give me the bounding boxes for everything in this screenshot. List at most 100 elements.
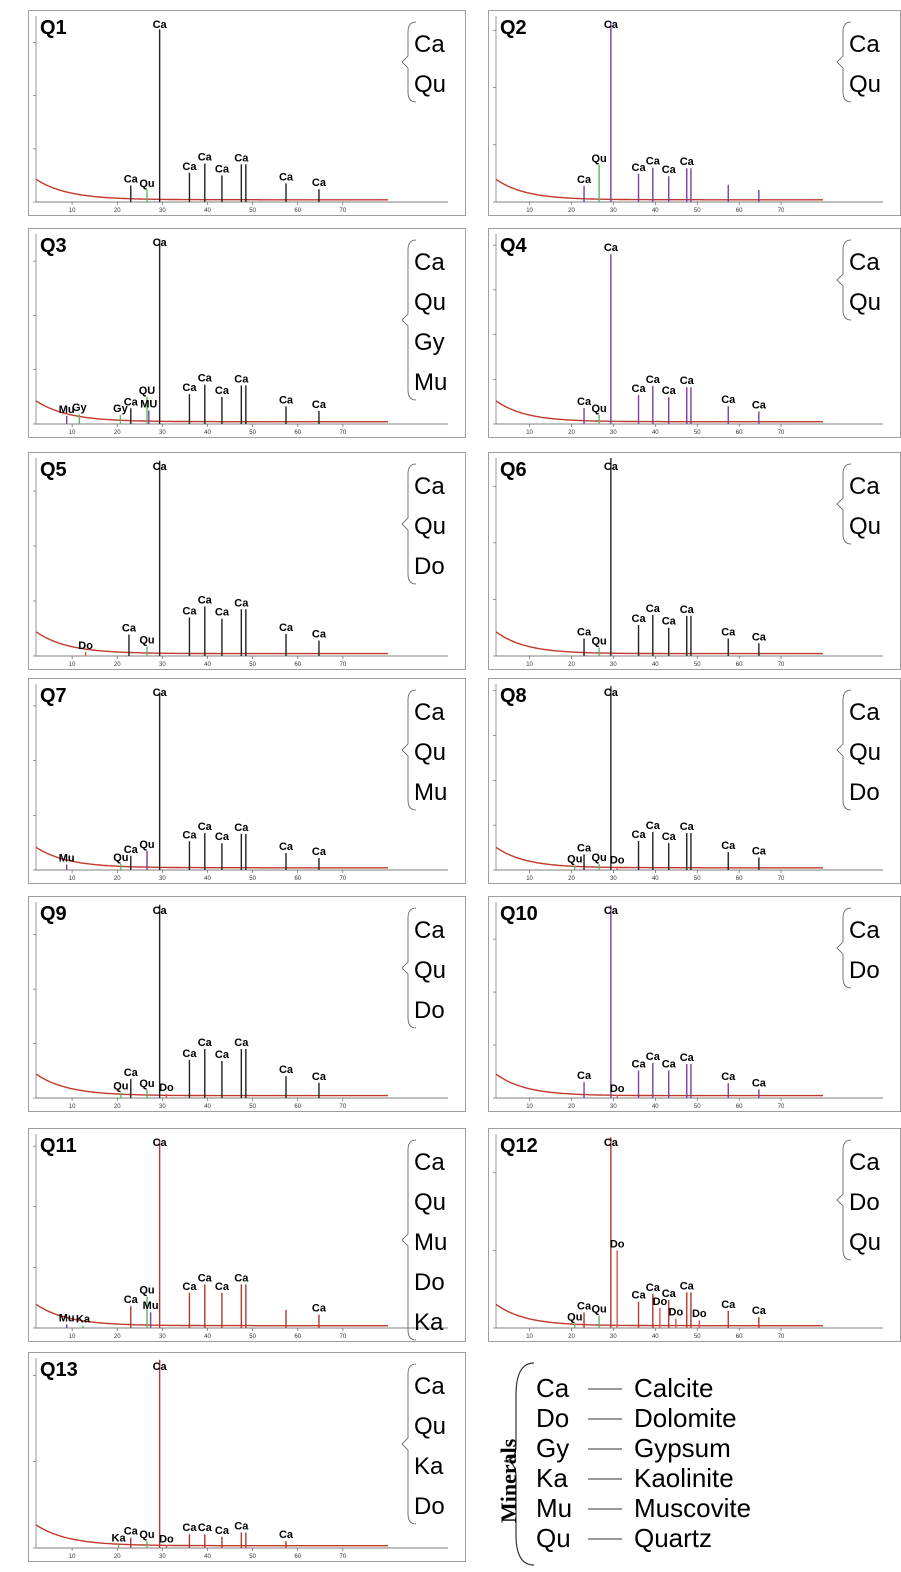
peak-label: Ca [680,156,695,168]
x-tick-label: 50 [249,1334,256,1340]
peak-label: Ca [577,396,592,408]
peak-label: Qu [591,1304,606,1316]
mineral-code: Gy [414,329,445,356]
panel-frame [488,678,901,884]
x-tick-label: 40 [652,208,659,214]
mineral-code: Do [414,1493,445,1520]
background-curve [495,846,823,869]
background-curve [35,846,388,869]
peak-label: Ca [215,1525,230,1537]
panel-title: Q6 [500,459,527,481]
mineral-code: Ca [414,1149,445,1176]
minerals-brace [836,1139,852,1261]
mineral-code: Ca [849,473,880,500]
x-tick-label: 70 [778,1104,785,1110]
peak-label: Qu [139,839,154,851]
minerals-brace [401,1139,417,1341]
x-tick-label: 50 [249,208,256,214]
x-tick-label: 40 [204,208,211,214]
peak-label: Ca [153,461,168,473]
peak-label: Ca [312,177,327,189]
mineral-code: Ka [414,1309,444,1336]
peak-label: Ca [312,846,327,858]
panel-title: Q7 [40,685,67,707]
panel-frame [28,896,466,1112]
peak-label: Do [692,1308,707,1320]
peak-label: Ca [577,1300,592,1312]
peak-label: Ca [604,461,619,473]
x-tick-label: 70 [778,876,785,882]
peak-label: Ca [182,829,197,841]
peak-label: Qu [591,153,606,165]
xrd-panel-q11: 10 20 30 40 50 60 70 Ca Mu Ka Ca Qu Mu Ca Ca Ca Ca Ca Q11 C… [28,1128,466,1342]
peak-label: Qu [139,1284,154,1296]
peak-label: Ca [279,841,294,853]
x-tick-label: 10 [69,430,76,436]
panel-title: Q13 [40,1359,78,1381]
legend-row-kaolinite: Ka Kaolinite [536,1463,734,1493]
x-tick-label: 10 [526,208,533,214]
x-tick-label: 30 [610,208,617,214]
x-tick-label: 30 [159,1104,166,1110]
peak-label: Ca [215,1049,230,1061]
peak-label: Ca [182,1048,197,1060]
x-tick-label: 60 [294,662,301,668]
xrd-panel-svg: 10 20 30 40 50 60 70CaDoCaQuCaCaCaCaCaCaQ5CaQu… [28,452,466,670]
minerals-brace [401,1363,417,1525]
peak-label: Mu [59,1312,75,1324]
peak-label: Ca [279,1064,294,1076]
x-tick-label: 10 [526,430,533,436]
peak-label: Ca [680,821,695,833]
mineral-code: Qu [414,1413,446,1440]
peak-label: Ca [198,151,213,163]
x-tick-label: 60 [736,662,743,668]
peak-label: Ca [604,1137,619,1149]
peak-label: Ca [182,606,197,618]
panel-title: Q4 [500,235,528,257]
peak-label: Ca [577,174,592,186]
x-tick-label: 60 [294,430,301,436]
background-curve [495,631,823,655]
x-tick-label: 20 [114,662,121,668]
mineral-code: Qu [849,289,881,316]
peak-label: Ca [234,152,249,164]
peak-label: Ca [680,1280,695,1292]
x-tick-label: 70 [340,876,347,882]
peak-label: Ca [646,603,661,615]
minerals-brace [836,689,852,811]
xrd-panel-q2: 10 20 30 40 50 60 70 Ca Ca Qu Ca Ca Ca Ca Q2 Ca Qu [488,10,901,216]
x-tick-label: 10 [69,1554,76,1560]
x-tick-label: 50 [249,662,256,668]
peak-label: Do [653,1296,668,1308]
legend-svg: Minerals Ca Calcite Do Dolomite Gy Gypsu… [496,1362,751,1566]
legend-title: Minerals [498,1438,521,1523]
peak-label: Mu [143,1300,159,1312]
peak-label: Ca [604,242,619,254]
legend-brace [503,1362,535,1566]
mineral-code: Mu [414,1229,447,1256]
panel-frame [28,452,466,670]
x-tick-label: 20 [568,430,575,436]
peak-label: Ca [279,171,294,183]
x-tick-label: 30 [159,1334,166,1340]
x-tick-label: 30 [610,662,617,668]
mineral-code: Ca [414,1373,445,1400]
peak-label: Ca [604,905,619,917]
x-tick-label: 30 [159,208,166,214]
peak-label: Ca [577,1070,592,1082]
peak-label: Ca [182,1281,197,1293]
x-tick-label: 50 [694,208,701,214]
peak-label: Qu [113,1081,128,1093]
x-tick-label: 40 [652,1334,659,1340]
xrd-panel-q4: 10 20 30 40 50 60 70 Ca Ca Qu Ca Ca Ca Ca Ca Ca Q4 Ca Qu [488,228,901,438]
peak-label: Ca [198,1522,213,1534]
x-tick-label: 60 [294,1334,301,1340]
background-curve [35,1524,388,1547]
x-tick-label: 10 [526,1334,533,1340]
minerals-brace [401,21,417,103]
peak-label: Ca [721,394,736,406]
peak-label: Ca [198,1037,213,1049]
x-tick-label: 30 [610,1334,617,1340]
x-tick-label: 50 [694,1104,701,1110]
